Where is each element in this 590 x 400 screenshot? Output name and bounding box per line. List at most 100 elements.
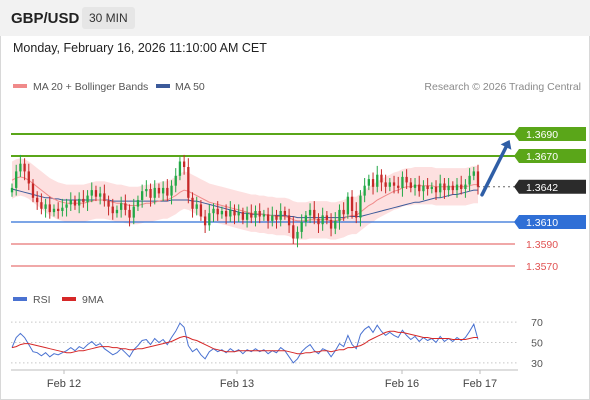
rsi-ma-line bbox=[11, 330, 478, 355]
rsi-panel: 70 50 30 bbox=[11, 317, 543, 370]
candle-body bbox=[355, 211, 358, 218]
candle bbox=[86, 190, 89, 211]
candle bbox=[82, 190, 85, 208]
candle bbox=[439, 174, 442, 198]
candle-body bbox=[216, 208, 219, 215]
candle bbox=[90, 182, 93, 203]
candle bbox=[472, 167, 475, 181]
candle-body bbox=[422, 185, 425, 192]
price-level-labels: 1.3690 1.3670 1.3642 1.3610 1.3590 1.3570 bbox=[514, 127, 586, 273]
candle-body bbox=[443, 183, 446, 191]
candle bbox=[262, 209, 266, 221]
candle-body bbox=[170, 185, 173, 196]
candle-body bbox=[254, 211, 257, 218]
candle-body bbox=[439, 183, 442, 193]
candle bbox=[350, 190, 354, 219]
moving-averages bbox=[11, 176, 478, 222]
candle-body bbox=[426, 185, 429, 189]
candle bbox=[380, 169, 383, 192]
candle bbox=[405, 169, 408, 189]
candle bbox=[224, 204, 228, 225]
level-tag-1.3670 bbox=[514, 149, 586, 163]
candle-body bbox=[292, 225, 295, 239]
candle bbox=[195, 196, 198, 216]
candle bbox=[44, 198, 47, 218]
candle-body bbox=[73, 200, 77, 206]
candle bbox=[191, 192, 194, 218]
candle bbox=[460, 175, 463, 195]
candle bbox=[346, 192, 350, 219]
candle-body bbox=[153, 187, 156, 198]
x-tick-label: Feb 17 bbox=[463, 378, 497, 390]
candle bbox=[430, 182, 433, 194]
candle-body bbox=[157, 187, 161, 194]
bollinger-band-fill bbox=[12, 158, 478, 240]
candle bbox=[413, 178, 417, 196]
forecast-arrow-head bbox=[500, 139, 512, 150]
candle bbox=[153, 180, 156, 205]
candle-body bbox=[468, 175, 471, 185]
candle bbox=[140, 184, 144, 208]
candle bbox=[23, 158, 26, 181]
candle bbox=[426, 178, 429, 196]
candle-body bbox=[132, 206, 135, 218]
candle-body bbox=[86, 195, 89, 203]
candle bbox=[447, 178, 450, 197]
candle-body bbox=[363, 185, 366, 196]
candle bbox=[36, 191, 39, 210]
candle-body bbox=[23, 163, 26, 172]
level-tag-1.3610 bbox=[514, 215, 586, 229]
legend-ma20-label: MA 20 + Bollinger Bands bbox=[33, 81, 148, 93]
candle-body bbox=[237, 212, 240, 216]
candle bbox=[388, 178, 391, 192]
candle-body bbox=[182, 161, 186, 167]
candle-body bbox=[140, 191, 144, 200]
candle-body bbox=[384, 182, 387, 187]
candle-body bbox=[48, 204, 51, 213]
candle-body bbox=[397, 185, 400, 188]
level-label-1.3570: 1.3570 bbox=[526, 261, 558, 273]
candle bbox=[317, 213, 320, 233]
candle-body bbox=[119, 203, 123, 210]
legend-9ma-label: 9MA bbox=[82, 294, 104, 306]
candle-body bbox=[392, 182, 396, 186]
candle bbox=[409, 178, 412, 193]
candle-body bbox=[266, 214, 270, 221]
level-tag-1.3690 bbox=[514, 127, 586, 141]
candle-body bbox=[287, 215, 291, 226]
candle bbox=[166, 179, 169, 202]
bollinger-bands bbox=[12, 158, 478, 240]
candle-body bbox=[161, 187, 165, 194]
candle bbox=[216, 201, 219, 221]
level-label-1.3642: 1.3642 bbox=[526, 182, 558, 194]
candle bbox=[422, 180, 425, 200]
candle bbox=[115, 205, 119, 218]
candle bbox=[182, 154, 186, 175]
candle-body bbox=[413, 184, 417, 188]
candle bbox=[397, 176, 400, 194]
candle-body bbox=[187, 167, 190, 198]
candle-body bbox=[82, 198, 85, 203]
ma50-line bbox=[11, 188, 478, 219]
candle bbox=[99, 186, 102, 205]
candle-body bbox=[94, 190, 98, 197]
candle bbox=[78, 192, 81, 214]
timeframe-badge[interactable]: 30 MIN bbox=[82, 7, 135, 29]
candle-body bbox=[103, 193, 106, 202]
candle bbox=[203, 209, 207, 233]
candle-body bbox=[208, 213, 211, 226]
candle-body bbox=[136, 200, 140, 207]
candle-body bbox=[258, 211, 261, 217]
candle-body bbox=[334, 220, 337, 229]
candle-body bbox=[401, 176, 404, 188]
symbol-title: GBP/USD bbox=[11, 10, 80, 27]
candle-body bbox=[455, 184, 459, 191]
price-levels bbox=[11, 133, 515, 267]
candle-body bbox=[195, 204, 198, 209]
candle-body bbox=[191, 197, 194, 209]
candle bbox=[208, 204, 211, 231]
candle bbox=[241, 207, 245, 225]
rsi-tick-label: 50 bbox=[531, 338, 543, 350]
candle bbox=[245, 206, 249, 228]
candle bbox=[468, 168, 471, 192]
